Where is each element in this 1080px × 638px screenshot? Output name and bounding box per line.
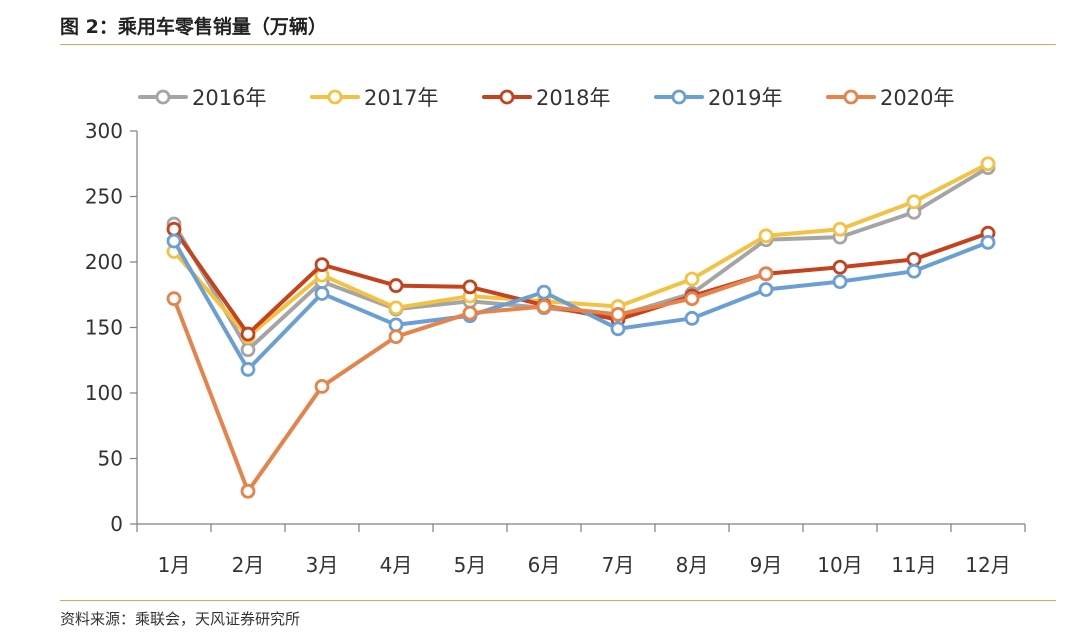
data-point (388, 317, 404, 333)
data-point (906, 251, 922, 267)
legend-label: 2017年 (364, 86, 438, 110)
x-tick-label: 6月 (528, 553, 561, 577)
data-point (314, 257, 330, 273)
x-tick-label: 5月 (454, 553, 487, 577)
data-point (388, 329, 404, 345)
series-2017年 (166, 156, 996, 345)
data-point (388, 300, 404, 316)
y-tick-label: 0 (110, 512, 123, 536)
y-tick-label: 200 (85, 250, 123, 274)
legend-label: 2016年 (192, 86, 266, 110)
legend-item: 2018年 (482, 86, 610, 110)
y-tick-label: 300 (85, 119, 123, 143)
x-tick-label: 11月 (891, 553, 936, 577)
title-rule (60, 44, 1056, 45)
legend-swatch-marker (155, 89, 171, 105)
x-tick-label: 9月 (750, 553, 783, 577)
legend-item: 2020年 (826, 86, 954, 110)
legend-swatch-marker (843, 89, 859, 105)
x-tick-label: 8月 (676, 553, 709, 577)
data-point (758, 282, 774, 297)
y-tick-label: 250 (85, 185, 123, 209)
data-point (240, 483, 256, 499)
data-point (610, 306, 626, 322)
data-point (684, 310, 700, 326)
y-tick-label: 50 (98, 447, 123, 471)
data-point (166, 291, 182, 307)
data-point (980, 234, 996, 250)
data-point (166, 233, 182, 249)
data-point (314, 379, 330, 394)
data-point (462, 305, 478, 321)
x-axis: 1月 2月 3月 4月 5月 6月 7月 8月 9月 10月 11月 12月 (136, 523, 1026, 577)
x-tick-label: 12月 (965, 553, 1010, 577)
data-point (832, 221, 848, 237)
data-point (684, 271, 700, 287)
legend-swatch-marker (671, 89, 687, 105)
x-tick-label: 4月 (380, 553, 413, 577)
data-point (536, 284, 552, 300)
data-point (906, 263, 922, 279)
data-point (536, 299, 552, 314)
data-point (684, 291, 700, 307)
data-point (610, 321, 626, 337)
x-tick-label: 10月 (817, 553, 862, 577)
data-point (758, 266, 774, 282)
x-tick-label: 7月 (602, 553, 635, 577)
x-tick-label: 3月 (306, 553, 339, 577)
source-rule (60, 600, 1056, 601)
legend-item: 2019年 (654, 86, 782, 110)
data-point (314, 286, 330, 301)
legend-swatch-marker (499, 89, 515, 105)
series-line (172, 161, 990, 339)
legend-label: 2019年 (708, 86, 782, 110)
legend-label: 2018年 (536, 86, 610, 110)
data-point (980, 156, 996, 172)
y-axis: 0 50 100 150 200 250 300 (85, 119, 138, 536)
figure-title: 图 2：乘用车零售销量（万辆） (60, 16, 327, 38)
source-note: 资料来源：乘联会，天风证券研究所 (60, 610, 301, 628)
data-point (832, 274, 848, 290)
y-tick-label: 150 (85, 316, 123, 340)
legend-item: 2016年 (138, 86, 266, 110)
data-point (758, 228, 774, 244)
series-lines (166, 156, 996, 499)
data-point (166, 221, 182, 237)
data-point (240, 326, 256, 342)
data-point (240, 342, 256, 358)
data-point (906, 194, 922, 210)
legend-label: 2020年 (880, 86, 954, 110)
data-point (388, 278, 404, 293)
data-point (240, 362, 256, 377)
legend: 2016年 2017年 2018年 2019年 2020年 (138, 86, 954, 110)
data-point (832, 259, 848, 275)
legend-swatch-marker (327, 89, 343, 105)
x-tick-label: 2月 (232, 553, 265, 577)
data-point (462, 279, 478, 295)
y-tick-label: 100 (85, 381, 123, 405)
series-2020年 (166, 266, 774, 499)
line-chart: 2016年 2017年 2018年 2019年 2020年 0 50 100 150 200 25… (85, 86, 1026, 577)
x-tick-label: 1月 (158, 553, 191, 577)
legend-item: 2017年 (310, 86, 438, 110)
